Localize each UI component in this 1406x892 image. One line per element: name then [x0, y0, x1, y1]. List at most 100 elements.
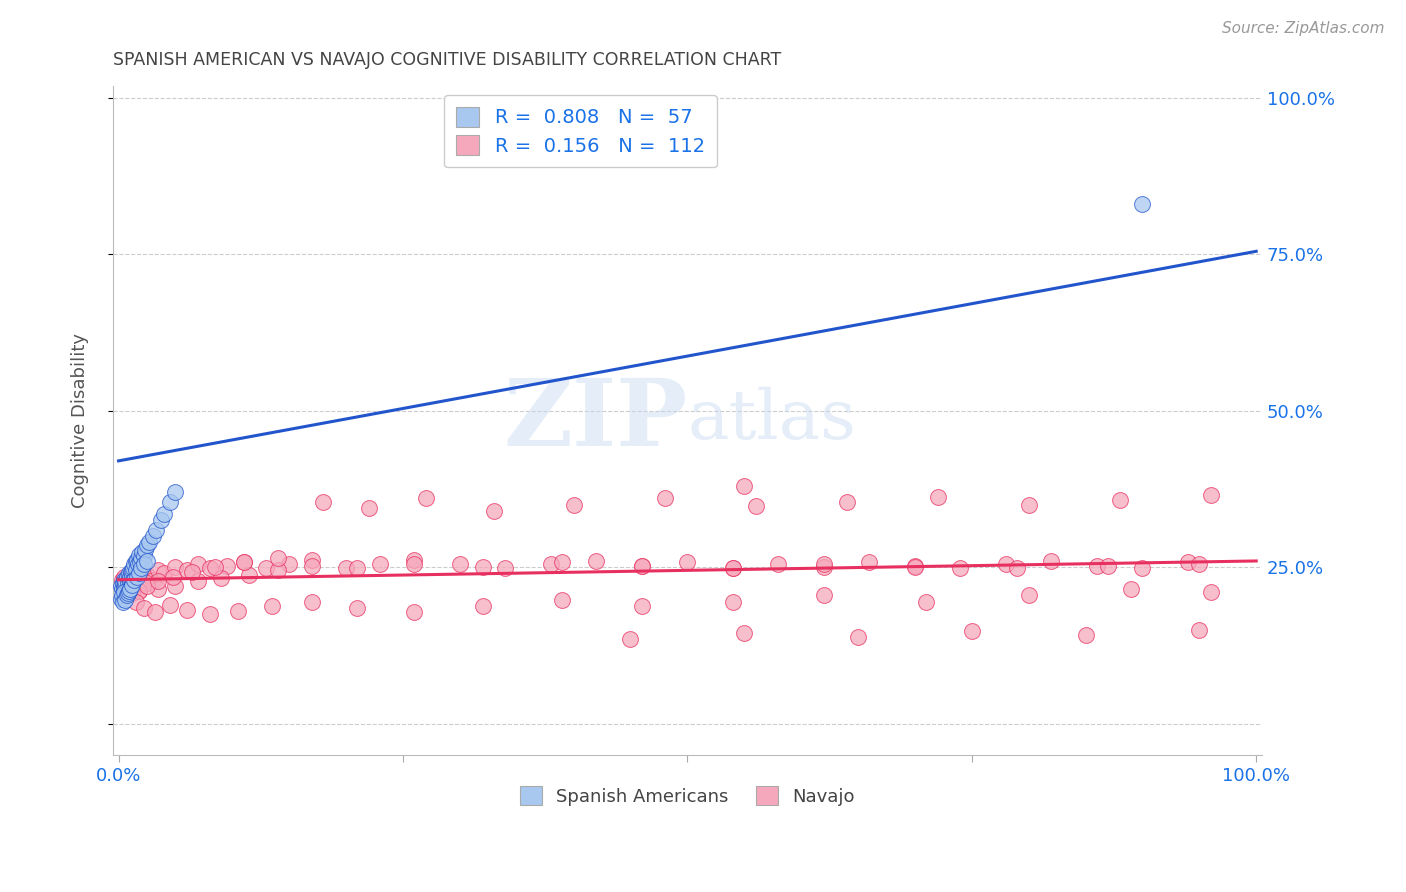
- Point: [112, 585, 135, 599]
- Point: [165, 560, 187, 574]
- Point: [187, 557, 209, 571]
- Legend: Spanish Americans, Navajo: Spanish Americans, Navajo: [513, 779, 862, 813]
- Point: [118, 566, 141, 581]
- Point: [128, 566, 150, 581]
- Point: [721, 561, 744, 575]
- Point: [132, 600, 155, 615]
- Point: [125, 569, 148, 583]
- Point: [551, 592, 574, 607]
- Point: [1018, 498, 1040, 512]
- Point: [112, 575, 135, 590]
- Point: [904, 558, 927, 573]
- Point: [128, 584, 150, 599]
- Point: [118, 584, 141, 599]
- Point: [134, 542, 156, 557]
- Point: [110, 591, 132, 606]
- Point: [238, 567, 260, 582]
- Point: [124, 554, 146, 568]
- Point: [118, 574, 141, 588]
- Point: [122, 561, 145, 575]
- Point: [813, 588, 835, 602]
- Point: [176, 563, 198, 577]
- Point: [1085, 558, 1108, 573]
- Point: [1132, 561, 1154, 575]
- Point: [121, 580, 143, 594]
- Point: [121, 586, 143, 600]
- Point: [1074, 628, 1097, 642]
- Point: [129, 550, 152, 565]
- Point: [117, 578, 139, 592]
- Point: [111, 588, 134, 602]
- Point: [676, 555, 699, 569]
- Point: [165, 485, 187, 500]
- Point: [159, 494, 181, 508]
- Point: [128, 548, 150, 562]
- Point: [482, 504, 505, 518]
- Point: [949, 561, 972, 575]
- Point: [551, 555, 574, 569]
- Point: [631, 558, 654, 573]
- Point: [131, 544, 153, 558]
- Point: [721, 594, 744, 608]
- Point: [915, 594, 938, 608]
- Point: [254, 561, 277, 575]
- Point: [136, 575, 159, 590]
- Point: [619, 632, 641, 647]
- Point: [124, 557, 146, 571]
- Point: [262, 599, 284, 613]
- Point: [813, 557, 835, 571]
- Text: ZIP: ZIP: [503, 376, 688, 466]
- Point: [721, 561, 744, 575]
- Point: [162, 569, 184, 583]
- Point: [346, 600, 368, 615]
- Point: [994, 557, 1017, 571]
- Point: [404, 605, 426, 619]
- Point: [494, 561, 516, 575]
- Point: [115, 575, 138, 590]
- Point: [148, 582, 170, 596]
- Point: [124, 594, 146, 608]
- Point: [301, 594, 323, 608]
- Point: [149, 513, 172, 527]
- Point: [1199, 488, 1222, 502]
- Point: [226, 604, 249, 618]
- Point: [733, 479, 755, 493]
- Point: [562, 498, 585, 512]
- Point: [181, 566, 204, 580]
- Point: [471, 599, 494, 613]
- Point: [118, 582, 141, 596]
- Point: [301, 558, 323, 573]
- Point: [112, 585, 135, 599]
- Point: [136, 567, 159, 582]
- Point: [198, 607, 221, 622]
- Point: [198, 561, 221, 575]
- Point: [127, 557, 149, 571]
- Point: [143, 605, 166, 619]
- Point: [1119, 582, 1142, 596]
- Point: [142, 529, 165, 543]
- Point: [1199, 585, 1222, 599]
- Text: Source: ZipAtlas.com: Source: ZipAtlas.com: [1222, 21, 1385, 36]
- Point: [335, 561, 357, 575]
- Point: [904, 560, 927, 574]
- Point: [813, 560, 835, 574]
- Point: [404, 557, 426, 571]
- Point: [112, 569, 135, 583]
- Point: [124, 573, 146, 587]
- Y-axis label: Cognitive Disability: Cognitive Disability: [72, 333, 89, 508]
- Point: [136, 538, 159, 552]
- Point: [129, 561, 152, 575]
- Point: [357, 500, 380, 515]
- Point: [132, 549, 155, 563]
- Point: [148, 563, 170, 577]
- Point: [232, 555, 254, 569]
- Point: [125, 569, 148, 583]
- Point: [153, 507, 176, 521]
- Point: [927, 490, 949, 504]
- Point: [118, 572, 141, 586]
- Point: [110, 579, 132, 593]
- Point: [278, 557, 301, 571]
- Point: [1007, 561, 1029, 575]
- Point: [111, 582, 134, 596]
- Point: [142, 573, 165, 587]
